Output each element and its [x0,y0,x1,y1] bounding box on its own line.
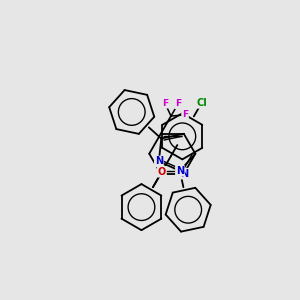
Text: F: F [162,99,168,108]
Text: F: F [175,99,181,108]
Text: N: N [180,169,188,179]
Text: F: F [182,110,188,119]
Text: N: N [176,166,184,176]
Text: Cl: Cl [196,98,207,108]
Text: N: N [155,157,163,166]
Text: O: O [158,167,166,177]
